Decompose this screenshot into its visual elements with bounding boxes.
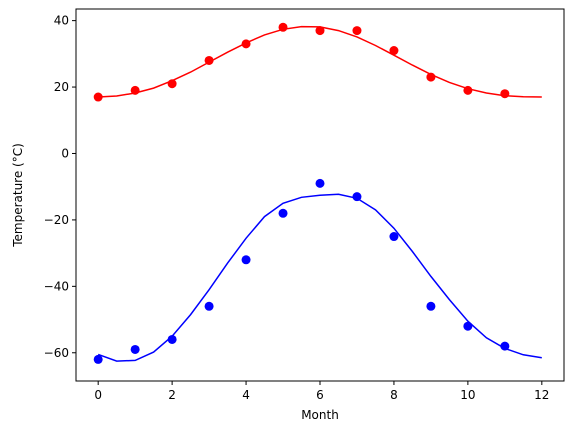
fit-curves xyxy=(97,25,542,362)
y-axis-ticks: −60 −40 −20 0 20 40 xyxy=(44,14,76,360)
y-tick-label: −40 xyxy=(44,279,69,293)
data-point xyxy=(315,26,325,36)
data-point xyxy=(426,72,436,82)
x-axis-ticks: 0 2 4 6 8 10 12 xyxy=(94,381,549,402)
x-tick-label: 2 xyxy=(168,388,176,402)
x-tick-label: 12 xyxy=(534,388,549,402)
fit-curve-1 xyxy=(97,193,542,362)
x-axis-label: Month xyxy=(301,408,339,422)
data-point xyxy=(389,232,399,242)
data-point xyxy=(463,321,473,331)
y-axis-label: Temperature (°C) xyxy=(11,143,25,248)
x-tick-label: 4 xyxy=(242,388,250,402)
data-point xyxy=(315,178,325,188)
y-tick-label: −20 xyxy=(44,213,69,227)
data-point xyxy=(500,89,510,99)
data-point xyxy=(93,92,103,102)
data-point xyxy=(352,26,362,36)
data-point xyxy=(130,344,140,354)
data-point xyxy=(130,85,140,95)
data-point xyxy=(389,46,399,56)
fit-curve-0 xyxy=(98,25,542,98)
y-tick-label: 0 xyxy=(61,146,69,160)
data-point xyxy=(167,79,177,89)
data-point xyxy=(93,354,103,364)
y-tick-label: −60 xyxy=(44,346,69,360)
y-tick-label: 40 xyxy=(54,14,69,28)
data-point xyxy=(241,39,251,49)
x-tick-label: 8 xyxy=(390,388,398,402)
data-point xyxy=(500,341,510,351)
data-point xyxy=(278,22,288,32)
data-point xyxy=(463,85,473,95)
x-tick-label: 6 xyxy=(316,388,324,402)
data-points xyxy=(93,22,510,364)
data-point xyxy=(426,301,436,311)
x-tick-label: 10 xyxy=(460,388,475,402)
data-point xyxy=(204,301,214,311)
y-tick-label: 20 xyxy=(54,80,69,94)
data-point xyxy=(167,334,177,344)
x-tick-label: 0 xyxy=(94,388,102,402)
data-point xyxy=(241,255,251,265)
data-point xyxy=(204,55,214,65)
data-point xyxy=(278,208,288,218)
data-point xyxy=(352,192,362,202)
